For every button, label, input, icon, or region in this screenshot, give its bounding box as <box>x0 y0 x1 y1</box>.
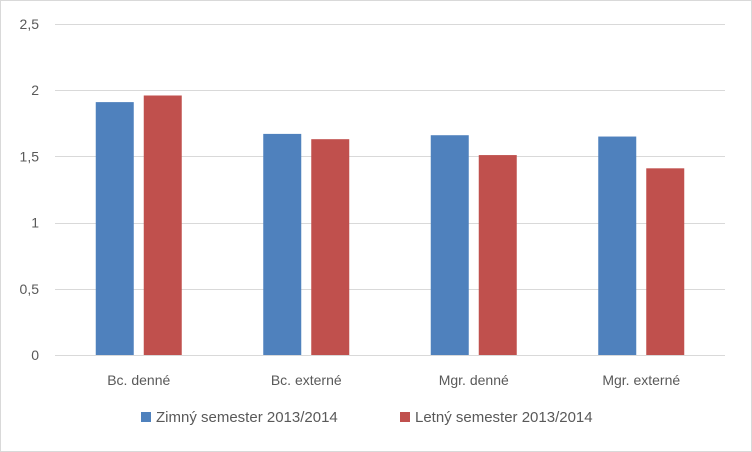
bar-letny-3 <box>646 168 685 355</box>
bar-letny-0 <box>143 95 182 355</box>
bar-letny-1 <box>311 139 350 355</box>
bar-zimny-0 <box>95 102 134 355</box>
bar-zimny-3 <box>598 136 637 355</box>
legend-label: Zimný semester 2013/2014 <box>156 409 338 426</box>
x-tick-label: Mgr. denné <box>439 372 509 388</box>
bar-zimny-1 <box>263 133 302 355</box>
x-tick-label: Bc. denné <box>107 372 170 388</box>
y-axis-ticks: 0 0,5 1 1,5 2 2,5 <box>20 16 40 363</box>
y-tick-label: 1 <box>31 215 39 231</box>
bar-letny-2 <box>478 155 517 355</box>
y-tick-label: 0 <box>31 347 39 363</box>
legend: Zimný semester 2013/2014 Letný semester 2… <box>141 409 593 426</box>
x-tick-label: Mgr. externé <box>602 372 680 388</box>
legend-swatch <box>141 412 151 422</box>
y-tick-label: 1,5 <box>20 148 40 164</box>
bar-zimny-2 <box>430 135 469 355</box>
x-axis-ticks: Bc. denné Bc. externé Mgr. denné Mgr. exter… <box>107 372 680 388</box>
bars <box>95 95 685 355</box>
legend-label: Letný semester 2013/2014 <box>415 409 593 426</box>
y-tick-label: 2,5 <box>20 16 40 32</box>
y-tick-label: 0,5 <box>20 281 40 297</box>
legend-swatch <box>400 412 410 422</box>
x-tick-label: Bc. externé <box>271 372 342 388</box>
y-tick-label: 2 <box>31 82 39 98</box>
